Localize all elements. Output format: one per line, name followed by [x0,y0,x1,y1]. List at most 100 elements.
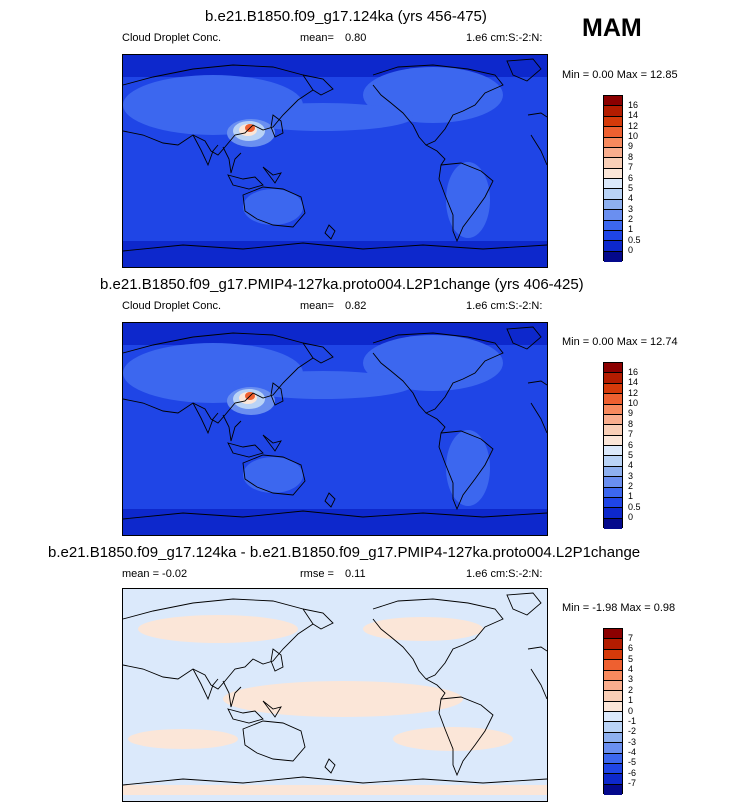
diff-patch [128,729,238,749]
colorbar-swatch [604,712,622,723]
colorbar-swatch [604,189,622,200]
colorbar-tick-label: -1 [628,715,637,726]
colorbar-swatch [604,394,622,405]
colorbar-tick-label: 4 [628,193,634,204]
colorbar-tick-label: 5 [628,449,634,460]
diff-patch [223,681,463,717]
colorbar-swatch [604,670,622,681]
panel2-colorbar [603,362,623,529]
colorbar-swatch [604,137,622,148]
colorbar-swatch [604,168,622,179]
colorbar-swatch [604,147,622,159]
colorbar-swatch [604,158,622,169]
colorbar-tick-label: 1 [628,491,634,502]
colorbar-swatch [604,649,622,661]
colorbar-swatch [604,116,622,128]
colorbar-swatch [604,722,622,733]
colorbar-swatch [604,363,622,374]
arctic-band [123,323,547,345]
colorbar-swatch [604,456,622,467]
colorbar-swatch [604,784,622,795]
colorbar-tick-label: -2 [628,726,637,737]
coastline [372,598,504,680]
coastline [527,646,547,652]
coastline [242,454,306,496]
coastline [438,162,494,243]
colorbar-tick-label: 5 [628,653,634,664]
colorbar-tick-label: 16 [628,99,639,110]
coastline [222,414,242,442]
south-america-field [446,162,490,238]
coastline [123,332,314,424]
panel3-title: b.e21.B1850.f09_g17.124ka - b.e21.B1850.… [48,544,641,561]
panel1-title: b.e21.B1850.f09_g17.124ka (yrs 456-475) [205,8,487,25]
coastline [324,224,336,240]
panel1-units: 1.e6 cm:S:-2:N: [466,32,543,44]
coastline [227,708,264,724]
coastline [242,186,306,228]
diff-patch [138,615,298,643]
colorbar-swatch [604,629,622,640]
colorbar-tick-label: 2 [628,214,634,224]
colorbar-tick-label: 9 [628,141,634,152]
colorbar-tick-label: 16 [628,366,639,377]
coastline [227,442,264,458]
coastline [324,492,336,508]
colorbar-swatch [604,127,622,138]
colorbar-swatch [604,383,622,395]
panel1-map [122,54,548,268]
panel2-stat-value: 0.82 [345,300,367,312]
colorbar-tick-label: 2 [628,684,634,695]
panel1-variable: Cloud Droplet Conc. [122,32,222,44]
colorbar-swatch [604,477,622,488]
coastline [527,112,547,118]
panel3-stat-label: rmse = [300,568,334,580]
panel2-variable: Cloud Droplet Conc. [122,300,222,312]
colorbar-swatch [604,414,622,426]
australia-field [243,189,303,225]
colorbar-tick-label: -7 [628,778,637,789]
colorbar-swatch [604,518,622,529]
colorbar-tick-label: 0 [628,512,634,523]
colorbar-tick-label: 7 [628,429,634,440]
coastline [222,146,242,174]
diff-patch [393,727,513,751]
panel2-range: Min = 0.00 Max = 12.74 [562,336,678,348]
coastline [192,402,219,435]
coastline [324,758,336,774]
colorbar-tick-label: 14 [628,110,639,121]
panel1-stat-value: 0.80 [345,32,367,44]
colorbar-tick-label: 4 [628,460,634,471]
coastline [270,114,284,138]
colorbar-swatch [604,732,622,744]
colorbar-swatch [604,241,622,252]
south-america-field [446,430,490,506]
coastline [527,380,547,386]
coastline [227,174,264,190]
colorbar-swatch [604,743,622,754]
colorbar-swatch [604,639,622,650]
colorbar-tick-label: 9 [628,408,634,419]
colorbar-swatch [604,508,622,519]
coastline [425,144,446,166]
colorbar-swatch [604,220,622,231]
panel3-colorbar [603,628,623,795]
coastline [123,510,547,520]
coastline [530,402,547,434]
colorbar-swatch [604,179,622,190]
colorbar-tick-label: -6 [628,767,637,778]
colorbar-swatch [604,753,622,764]
colorbar-tick-label: -3 [628,736,637,747]
colorbar-swatch [604,680,622,692]
colorbar-swatch [604,446,622,457]
coastline [506,592,542,616]
colorbar-swatch [604,466,622,478]
diff-patch [123,785,547,795]
coastline [262,434,282,452]
colorbar-tick-label: 5 [628,182,634,193]
coastline [123,598,314,690]
colorbar-swatch [604,251,622,262]
panel2-units: 1.e6 cm:S:-2:N: [466,300,543,312]
colorbar-tick-label: 2 [628,481,634,491]
colorbar-tick-label: 3 [628,674,634,685]
